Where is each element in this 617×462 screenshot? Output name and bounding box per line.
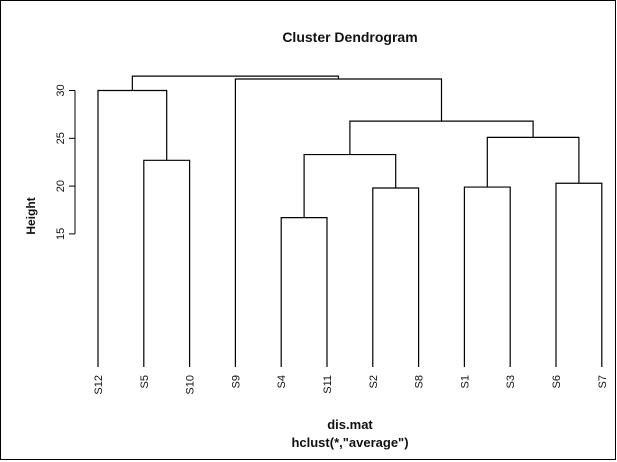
leaf-label-s9: S9 (230, 375, 242, 388)
merge-link-b (372, 187, 420, 367)
y-tick-label: 20 (55, 180, 67, 192)
y-axis: 15 20 25 30 (55, 84, 76, 240)
y-tick-label: 30 (55, 84, 67, 96)
leaf-label-s7: S7 (597, 375, 609, 388)
merge-link-g (486, 136, 580, 188)
merge-link-a (280, 217, 328, 367)
leaf-label-s8: S8 (414, 375, 426, 388)
leaf-label-s10: S10 (185, 375, 197, 395)
merge-link-i (97, 89, 168, 367)
merge-link-f (303, 153, 397, 218)
leaf-labels: S12 S5 S10 S9 S4 S11 S2 S8 S1 S3 S6 S7 (93, 375, 609, 395)
y-tick-label: 15 (55, 228, 67, 240)
leaf-label-s2: S2 (368, 375, 380, 388)
dendrogram-links (97, 75, 603, 367)
leaf-label-s11: S11 (322, 375, 334, 394)
leaf-label-s4: S4 (276, 375, 288, 388)
leaf-label-s6: S6 (551, 375, 563, 388)
merge-link-k (131, 75, 340, 91)
leaf-label-s3: S3 (505, 375, 517, 388)
leaf-label-s1: S1 (459, 375, 471, 388)
y-tick-label: 25 (55, 132, 67, 144)
merge-link-c (463, 186, 511, 367)
x-axis-label: dis.mat (327, 417, 373, 432)
leaf-label-s12: S12 (93, 375, 105, 395)
merge-link-e (143, 159, 191, 367)
method-label: hclust(*,"average") (291, 435, 408, 450)
y-axis-label: Height (24, 197, 38, 234)
merge-link-d (555, 182, 603, 367)
merge-link-j (234, 78, 443, 367)
leaf-label-s5: S5 (139, 375, 151, 388)
chart-title: Cluster Dendrogram (282, 29, 417, 45)
